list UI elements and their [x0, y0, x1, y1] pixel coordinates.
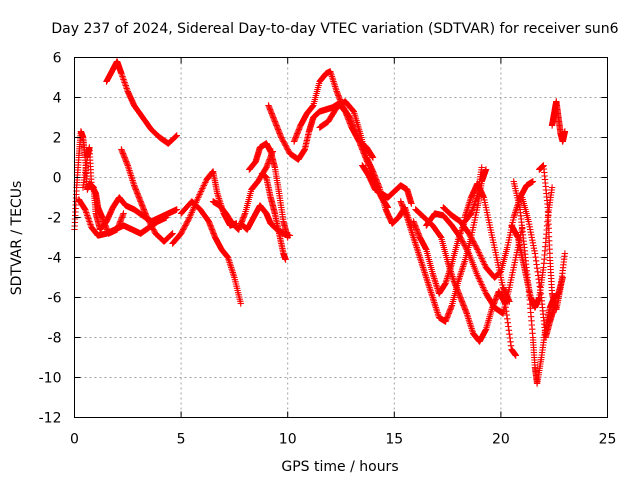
data-marker-arc-10	[246, 140, 291, 241]
series-arc-11	[258, 170, 289, 263]
data-marker-arc-5	[75, 196, 170, 239]
tick-layer: 0 5 10 15 20 25 -12 -10 -8 -6 -4 -2 0 2 4 6	[39, 51, 617, 448]
grid-layer	[74, 57, 608, 418]
data-marker-arc-19	[423, 210, 526, 317]
series-arc-21	[461, 180, 513, 305]
series-arc-6	[169, 168, 240, 247]
data-marker-arc-8	[209, 148, 276, 233]
x-tick-label: 10	[279, 432, 297, 448]
series-arc-15	[359, 162, 415, 207]
series-arc-7	[177, 198, 244, 307]
y-tick-label: -8	[48, 331, 62, 347]
data-marker-arc-11	[258, 170, 289, 263]
y-tick-label: -12	[39, 411, 62, 427]
x-tick-label: 20	[492, 432, 510, 448]
plot-frame	[74, 57, 608, 418]
data-marker-arc-6	[169, 168, 240, 247]
data-marker-arc-15	[359, 162, 415, 207]
chart-title: Day 237 of 2024, Sidereal Day-to-day VTE…	[51, 21, 618, 37]
y-tick-label: 6	[53, 51, 62, 67]
data-marker-arc-26	[548, 98, 569, 145]
series-arc-1	[103, 58, 180, 147]
series-arc-26	[548, 98, 569, 145]
series-arc-10	[246, 140, 291, 241]
x-tick-label: 15	[385, 432, 403, 448]
y-tick-label: -4	[48, 251, 62, 267]
data-marker-arc-25	[519, 194, 558, 341]
data-marker-arc-7	[177, 198, 244, 307]
data-marker-arc-24	[536, 162, 569, 313]
data-marker-arc-20	[440, 178, 537, 281]
y-axis-title: SDTVAR / TECUs	[9, 181, 25, 296]
series-arc-19	[423, 210, 526, 317]
data-layer	[71, 58, 569, 387]
series-arc-5	[75, 196, 170, 239]
x-axis-title: GPS time / hours	[281, 459, 398, 475]
y-tick-label: 2	[53, 131, 62, 147]
y-tick-label: 0	[53, 171, 62, 187]
y-tick-label: -2	[48, 211, 62, 227]
y-tick-label: 4	[53, 91, 62, 107]
y-tick-label: -6	[48, 291, 62, 307]
series-arc-25	[519, 194, 558, 341]
x-tick-label: 5	[177, 432, 186, 448]
series-arc-20	[440, 178, 537, 281]
x-tick-label: 25	[599, 432, 617, 448]
y-tick-label: -10	[39, 371, 62, 387]
x-tick-label: 0	[70, 432, 79, 448]
series-arc-24	[536, 162, 569, 313]
data-marker-arc-1	[103, 58, 180, 147]
data-marker-arc-21	[461, 180, 513, 305]
series-arc-8	[209, 148, 276, 233]
